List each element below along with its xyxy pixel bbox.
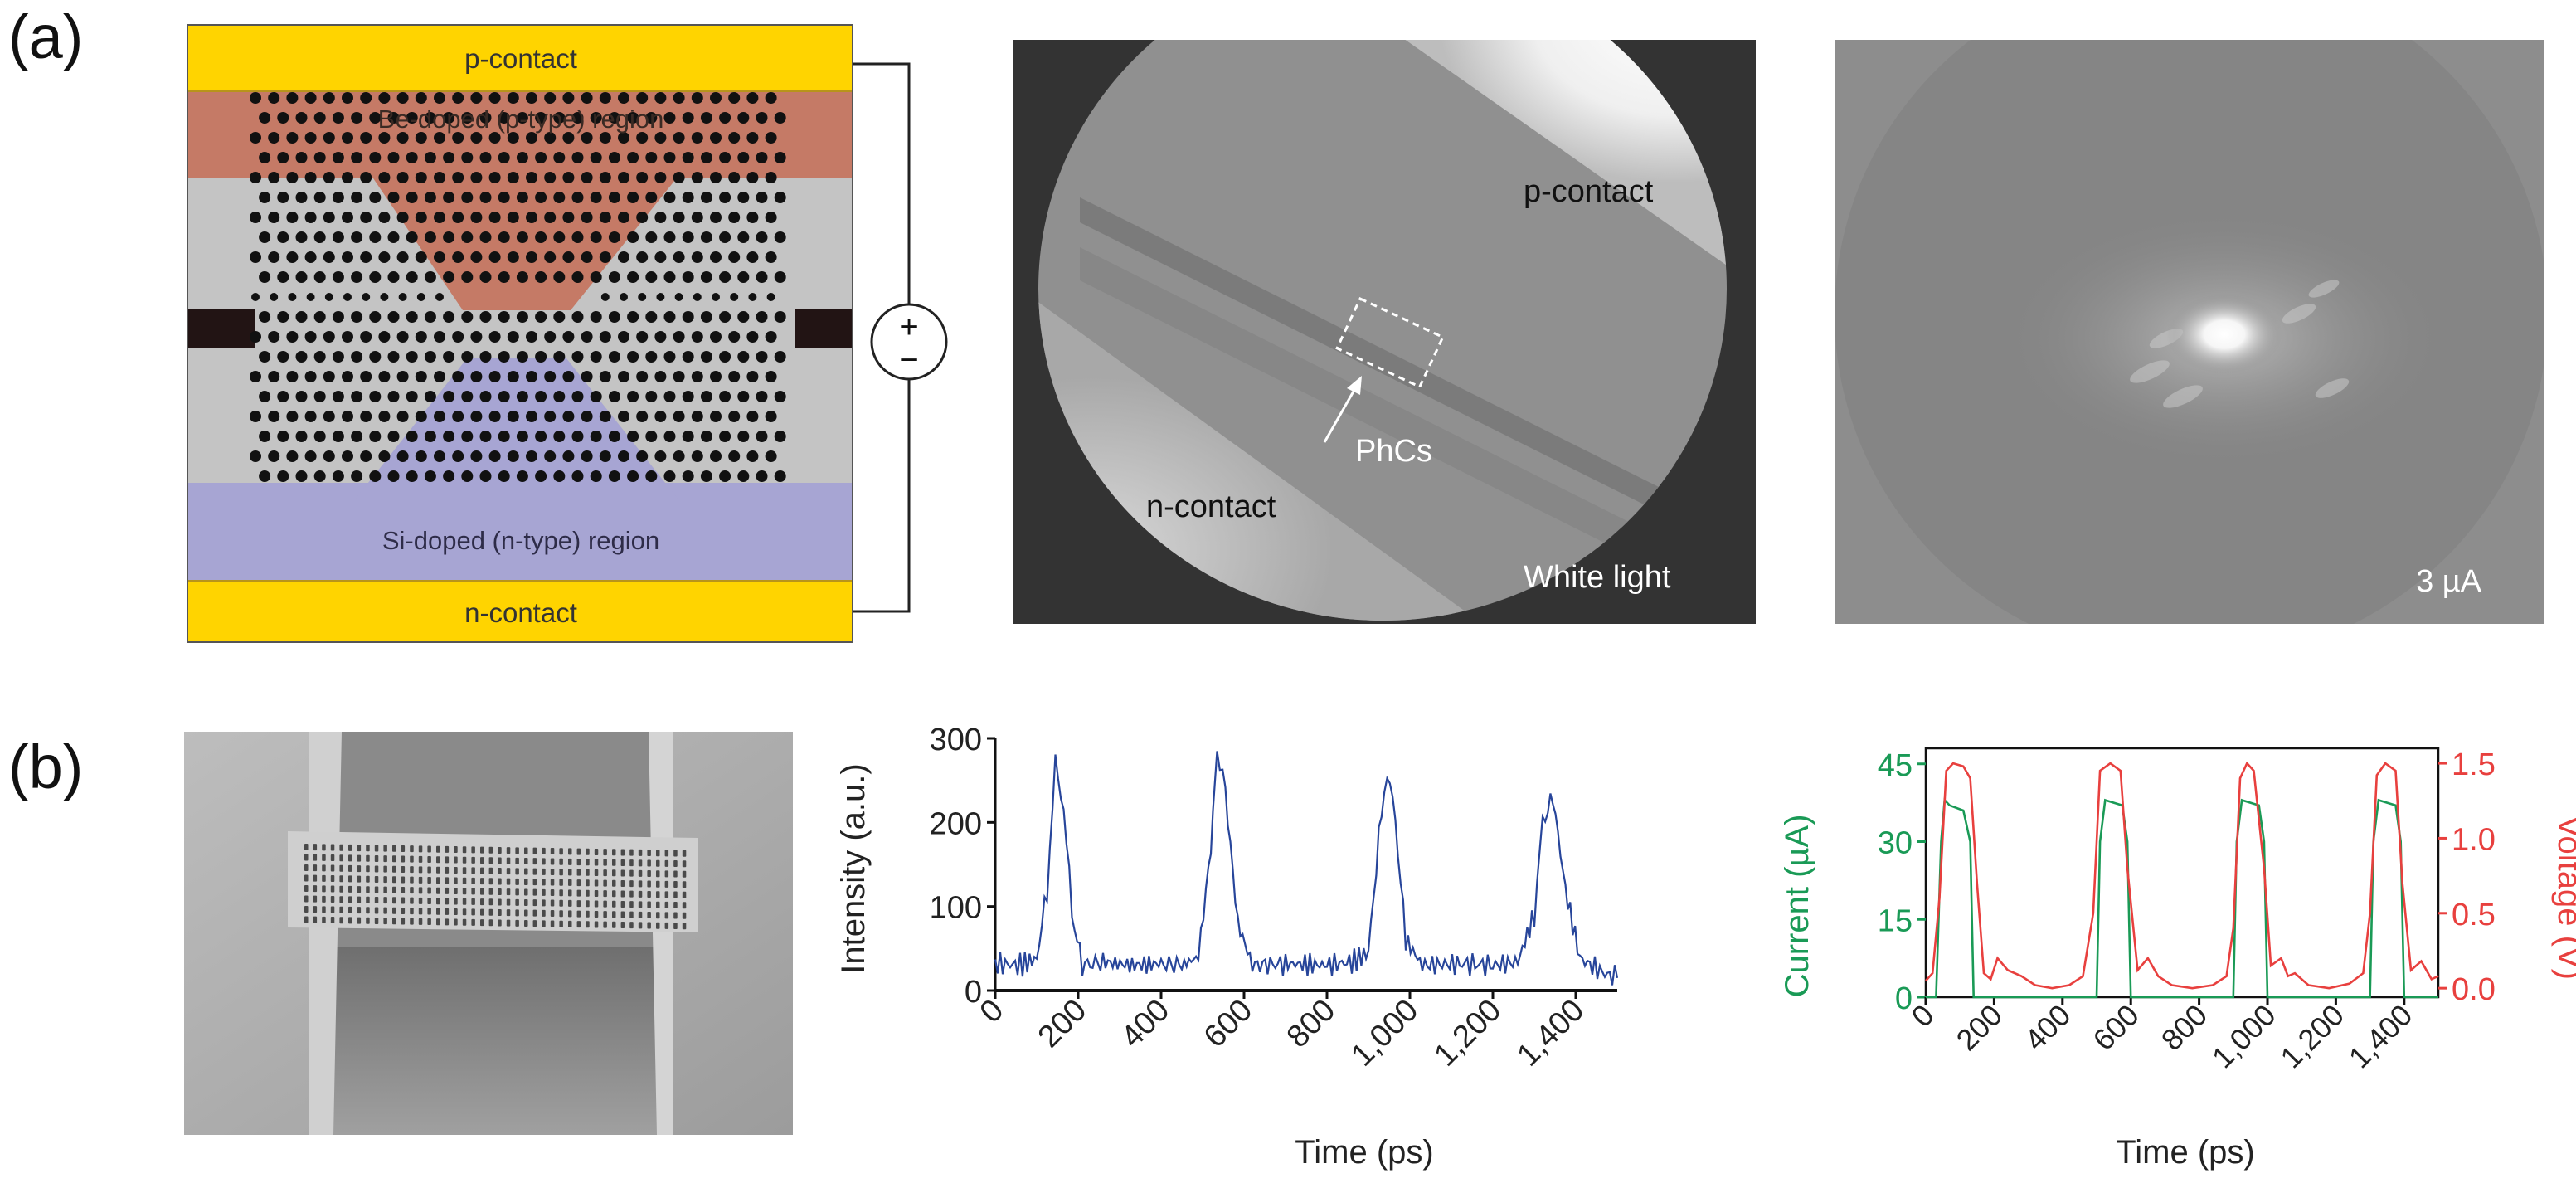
emission-current-label: 3 µA: [2416, 564, 2482, 599]
intensity-series-line: [994, 751, 1619, 986]
voltage-y-tick-label: 1.5: [2452, 747, 2496, 782]
current-y-tick-label: 45: [1878, 748, 1913, 783]
wl-illumination-label: White light: [1524, 560, 1671, 595]
intensity-x-axis-label: Time (ps): [1295, 1134, 1433, 1171]
voltage-series-line: [1925, 761, 2439, 990]
intensity-x-tick-label: 1,000: [1344, 993, 1425, 1073]
n-region-wedge: [355, 358, 678, 499]
circuit-wire-top: [853, 62, 911, 304]
white-light-image: p-contact n-contact PhCs White light: [1013, 40, 1756, 624]
cv-x-tick-label: 600: [2086, 998, 2145, 1057]
emission-image: 3 µA: [1835, 40, 2544, 624]
intensity-x-tick-label: 200: [1032, 993, 1094, 1055]
intensity-x-tick-label: 600: [1198, 993, 1260, 1055]
cv-x-tick-label: 200: [1950, 998, 2009, 1057]
sem-image: [184, 732, 793, 1135]
current-series-line: [1926, 797, 2438, 999]
cv-x-tick-label: 1,400: [2342, 998, 2419, 1075]
left-pad: [187, 309, 255, 348]
current-y-tick-label: 15: [1878, 903, 1913, 938]
current-y-tick-label: 30: [1878, 826, 1913, 861]
p-contact-bar: [187, 24, 853, 92]
cv-x-tick-label: 400: [2018, 998, 2077, 1057]
p-contact-label: p-contact: [464, 43, 577, 74]
panel-label-b: (b): [8, 733, 84, 801]
intensity-y-axis-label: Intensity (a.u.): [835, 763, 872, 973]
voltage-y-tick-label: 1.0: [2452, 822, 2496, 857]
cv-x-axis-label: Time (ps): [2116, 1134, 2254, 1171]
wl-p-contact-label: p-contact: [1524, 174, 1654, 209]
wl-phcs-label: PhCs: [1355, 434, 1432, 469]
voltage-y-tick-label: 0.0: [2452, 972, 2496, 1007]
intensity-y-tick-label: 300: [930, 723, 982, 757]
intensity-x-tick-label: 400: [1115, 993, 1177, 1055]
cv-x-tick-label: 1,200: [2273, 998, 2350, 1075]
current-y-tick-label: 0: [1895, 981, 1913, 1016]
voltage-source: [870, 303, 948, 381]
intensity-x-tick-label: 1,200: [1427, 993, 1508, 1073]
intensity-x-tick-label: 1,400: [1510, 993, 1591, 1073]
source-minus: −: [899, 342, 918, 378]
intensity-y-tick-label: 100: [930, 891, 982, 926]
right-pad: [795, 309, 853, 348]
n-region-label: Si-doped (n-type) region: [382, 526, 659, 555]
n-contact-label: n-contact: [464, 597, 577, 628]
phcs-arrow: [1323, 383, 1359, 443]
cv-x-tick-label: 800: [2155, 998, 2214, 1057]
intensity-y-tick-label: 0: [965, 975, 982, 1010]
wl-n-contact-label: n-contact: [1146, 489, 1276, 524]
voltage-y-tick-label: 0.5: [2452, 898, 2496, 932]
voltage-y-axis-label: Voltage (V): [2551, 815, 2576, 980]
emission-spot: [2166, 295, 2282, 374]
current-y-axis-label: Current (µA): [1779, 815, 1815, 998]
source-plus: +: [899, 309, 918, 345]
p-region-label: Be-doped (p-type) region: [378, 105, 664, 134]
n-contact-bar: [187, 580, 853, 643]
intensity-y-tick-label: 200: [930, 806, 982, 841]
circuit-wire-bottom: [853, 379, 911, 613]
photonic-crystal-holes: [250, 92, 786, 482]
device-schematic: p-contact Be-doped (p-type) region Si-do…: [187, 24, 948, 643]
sem-hole-array: [304, 844, 687, 930]
panel-label-a: (a): [8, 2, 84, 71]
intensity-x-tick-label: 800: [1281, 993, 1343, 1055]
cv-x-tick-label: 0: [1905, 998, 1941, 1034]
cv-x-tick-label: 1,000: [2205, 998, 2282, 1075]
phcs-region-box: [1335, 297, 1445, 389]
